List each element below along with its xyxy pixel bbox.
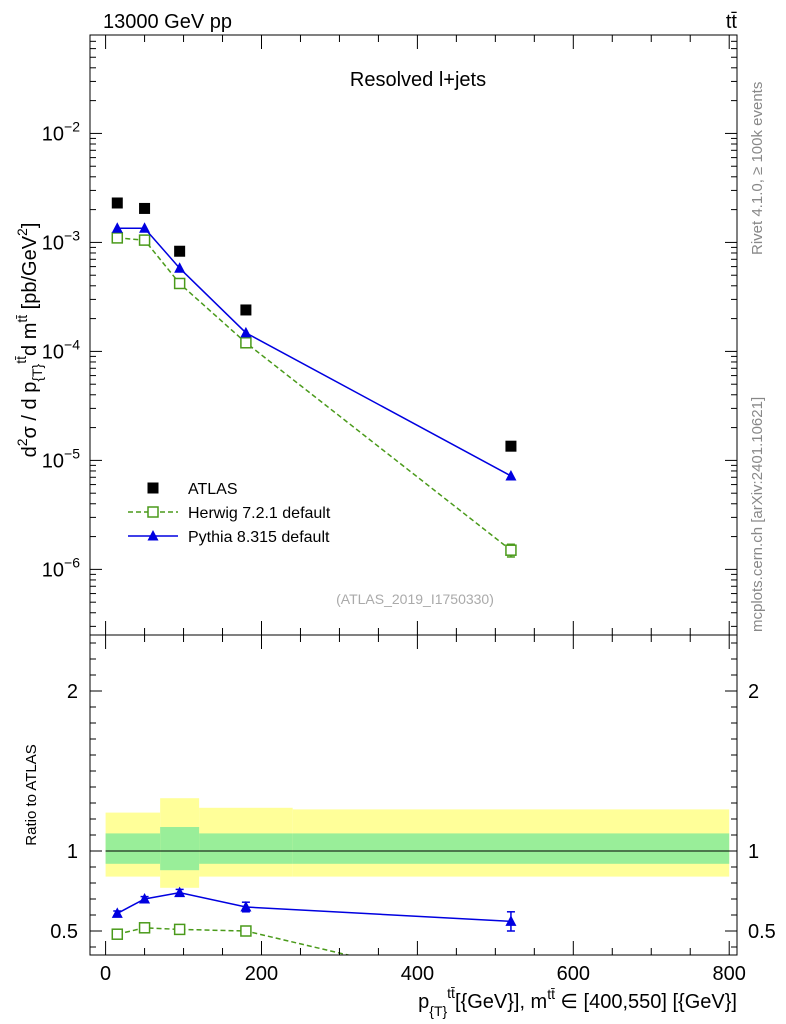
ratio-plot-frame bbox=[89, 634, 738, 956]
main-data-point bbox=[174, 245, 186, 257]
x-tick-label: 200 bbox=[245, 963, 278, 985]
main-data-point bbox=[240, 337, 252, 349]
energy-label: 13000 GeV pp bbox=[103, 11, 232, 33]
process-label: tt̄ bbox=[726, 11, 738, 33]
main-data-point bbox=[139, 222, 151, 233]
ratio-data-point bbox=[111, 907, 123, 918]
x-tick-label: 400 bbox=[401, 963, 434, 985]
main-y-tick-label: 10−2 bbox=[42, 118, 80, 145]
main-series-square-group bbox=[111, 197, 517, 452]
main-y-tick-label: 10−3 bbox=[42, 227, 80, 254]
main-y-axis-label: d2σ / d p{T}tt̄d mtt̄ [pb/GeV2] bbox=[13, 223, 45, 458]
ratio-data-point bbox=[174, 886, 186, 898]
legend-label: ATLAS bbox=[188, 481, 238, 498]
main-series-open-square-group bbox=[111, 232, 517, 558]
rivet-version-label: Rivet 4.1.0, ≥ 100k events bbox=[749, 82, 766, 255]
stat-uncertainty-band bbox=[292, 833, 730, 864]
x-axis-label: p{T}tt̄[{GeV}], mtt̄ ∈ [400,550] [{GeV}] bbox=[418, 985, 737, 1019]
ratio-data-point bbox=[111, 928, 124, 940]
x-tick-label: 800 bbox=[713, 963, 746, 985]
main-data-point bbox=[505, 440, 517, 452]
main-data-point bbox=[111, 197, 123, 209]
ratio-y-tick-label-right: 0.5 bbox=[748, 921, 776, 943]
main-y-tick-label: 10−4 bbox=[42, 336, 80, 363]
panel-title: Resolved l+jets bbox=[350, 69, 486, 91]
ratio-y-tick-label-left: 0.5 bbox=[50, 921, 78, 943]
main-panel: Resolved l+jets (ATLAS_2019_I1750330) 10… bbox=[42, 34, 738, 636]
main-data-point bbox=[240, 326, 252, 338]
ratio-series-line bbox=[117, 927, 352, 955]
main-data-point bbox=[505, 469, 517, 481]
ratio-data-point bbox=[505, 915, 517, 926]
ratio-series-open-square-group bbox=[111, 922, 352, 955]
main-data-point bbox=[111, 232, 124, 244]
ratio-y-tick-label-right: 2 bbox=[748, 681, 759, 703]
legend-label: Pythia 8.315 default bbox=[188, 529, 330, 546]
legend-label: Herwig 7.2.1 default bbox=[188, 505, 331, 522]
x-tick-label: 0 bbox=[100, 963, 111, 985]
main-data-point bbox=[139, 202, 151, 214]
main-data-point bbox=[138, 234, 151, 246]
x-tick-label: 600 bbox=[557, 963, 590, 985]
main-series-line bbox=[117, 227, 512, 477]
main-series-triangle-group bbox=[111, 222, 517, 481]
stat-uncertainty-band bbox=[199, 833, 293, 864]
ratio-y-tick-label-right: 1 bbox=[748, 841, 759, 863]
main-y-tick-label: 10−5 bbox=[42, 445, 80, 472]
ratio-data-point bbox=[138, 922, 151, 934]
ratio-panel: 0.5 0.5 1 1 2 2 0 200 400 600 800 bbox=[50, 634, 776, 985]
main-data-point bbox=[111, 222, 123, 233]
ratio-y-tick-label-left: 2 bbox=[67, 681, 78, 703]
ratio-y-tick-label-left: 1 bbox=[67, 841, 78, 863]
ratio-data-point bbox=[173, 923, 186, 936]
stat-uncertainty-band bbox=[105, 833, 161, 864]
ratio-y-axis-label: Ratio to ATLAS bbox=[23, 744, 40, 845]
main-y-tick-label: 10−6 bbox=[42, 554, 80, 581]
ratio-series-triangle-group bbox=[111, 886, 517, 932]
main-data-point bbox=[174, 262, 186, 273]
legend-marker bbox=[147, 530, 159, 541]
main-data-point bbox=[505, 544, 517, 556]
ratio-data-point bbox=[240, 925, 252, 937]
main-data-point bbox=[173, 277, 186, 290]
stat-uncertainty-band bbox=[160, 827, 200, 871]
main-data-point bbox=[240, 304, 252, 316]
ratio-data-point bbox=[240, 901, 252, 912]
source-label: mcplots.cern.ch [arXiv:2401.10621] bbox=[749, 397, 766, 632]
legend-marker bbox=[147, 482, 159, 494]
ratio-data-point bbox=[139, 893, 151, 904]
legend-marker bbox=[147, 506, 159, 518]
legend: ATLAS Herwig 7.2.1 default Pythia 8.315 de… bbox=[128, 481, 331, 546]
analysis-watermark: (ATLAS_2019_I1750330) bbox=[336, 591, 494, 607]
